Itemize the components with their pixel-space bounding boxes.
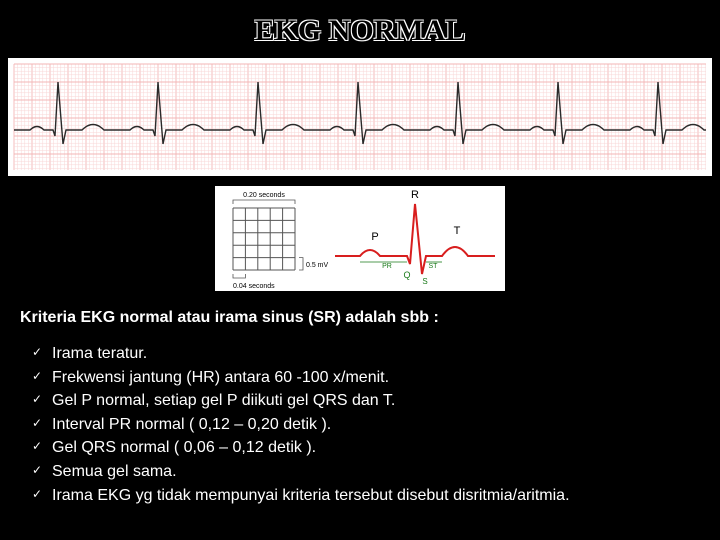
criteria-item-text: Gel QRS normal ( 0,06 – 0,12 detik ). xyxy=(52,439,316,456)
svg-text:PR: PR xyxy=(382,263,392,270)
criteria-item-text: Irama teratur. xyxy=(52,345,147,362)
svg-text:ST: ST xyxy=(429,263,439,270)
svg-text:S: S xyxy=(422,277,427,286)
check-icon: ✓ xyxy=(32,368,42,384)
criteria-heading: Kriteria EKG normal atau irama sinus (SR… xyxy=(20,309,700,327)
check-icon: ✓ xyxy=(32,438,42,454)
slide-title: EKG NORMAL xyxy=(0,0,720,58)
check-icon: ✓ xyxy=(32,391,42,407)
check-icon: ✓ xyxy=(32,344,42,360)
slide: EKG NORMAL 0.20 seconds 0.5 mV 0.04 second… xyxy=(0,0,720,540)
pqrst-svg: 0.20 seconds0.5 mV0.04 secondsPQRSTPRST xyxy=(215,186,505,291)
criteria-item-text: Interval PR normal ( 0,12 – 0,20 detik )… xyxy=(52,416,331,433)
criteria-item: ✓ Irama teratur. xyxy=(32,343,700,365)
criteria-item: ✓ Gel P normal, setiap gel P diikuti gel … xyxy=(32,390,700,412)
criteria-list: ✓ Irama teratur. ✓ Frekwensi jantung (HR) a… xyxy=(20,343,700,506)
svg-text:Q: Q xyxy=(403,270,410,280)
check-icon: ✓ xyxy=(32,486,42,502)
criteria-item: ✓ Frekwensi jantung (HR) antara 60 -100 x… xyxy=(32,367,700,389)
criteria-item: ✓ Semua gel sama. xyxy=(32,461,700,483)
criteria-item: ✓ Irama EKG yg tidak mempunyai kriteria t… xyxy=(32,485,700,507)
svg-text:0.04 seconds: 0.04 seconds xyxy=(233,283,275,290)
check-icon: ✓ xyxy=(32,462,42,478)
criteria-item-text: Gel P normal, setiap gel P diikuti gel Q… xyxy=(52,392,395,409)
ecg-strip-svg xyxy=(8,58,712,176)
pqrst-diagram: 0.20 seconds0.5 mV0.04 secondsPQRSTPRST xyxy=(215,186,505,291)
criteria-item-text: Irama EKG yg tidak mempunyai kriteria te… xyxy=(52,487,570,504)
criteria-item: ✓ Gel QRS normal ( 0,06 – 0,12 detik ). xyxy=(32,437,700,459)
check-icon: ✓ xyxy=(32,415,42,431)
svg-text:0.20 seconds: 0.20 seconds xyxy=(243,192,285,199)
ecg-strip-chart xyxy=(8,58,712,176)
criteria-item-text: Frekwensi jantung (HR) antara 60 -100 x/… xyxy=(52,369,389,386)
criteria-item: ✓ Interval PR normal ( 0,12 – 0,20 detik … xyxy=(32,414,700,436)
criteria-block: Kriteria EKG normal atau irama sinus (SR… xyxy=(0,301,720,506)
criteria-item-text: Semua gel sama. xyxy=(52,463,177,480)
svg-text:0.5 mV: 0.5 mV xyxy=(306,262,329,269)
svg-text:T: T xyxy=(454,225,461,237)
svg-text:R: R xyxy=(411,189,419,201)
svg-text:P: P xyxy=(371,231,378,243)
